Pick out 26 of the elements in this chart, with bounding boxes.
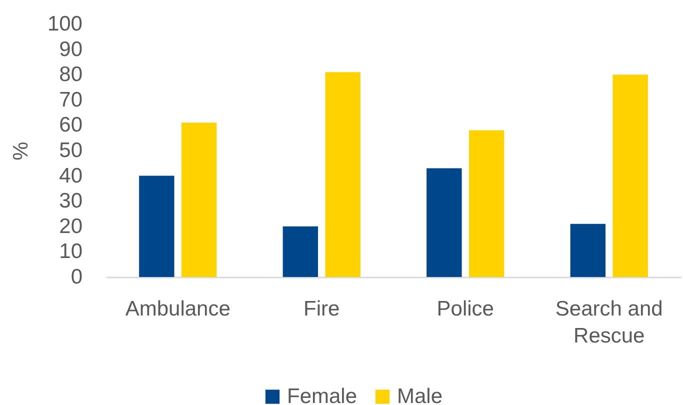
- legend-label: Male: [397, 384, 443, 405]
- bar: [325, 72, 360, 277]
- y-tick-label: 80: [59, 63, 82, 86]
- y-tick-label: 30: [59, 190, 82, 213]
- y-tick-label: 50: [59, 139, 82, 162]
- legend-label: Female: [287, 384, 358, 405]
- y-tick-label: 60: [59, 114, 82, 137]
- x-tick-label: Search and Rescue: [555, 298, 663, 348]
- bar: [181, 122, 217, 277]
- y-tick-label: 0: [70, 266, 82, 288]
- x-tick-label: Fire: [304, 298, 340, 320]
- bar: [612, 74, 648, 277]
- bar: [139, 176, 174, 277]
- x-tick-label: Ambulance: [125, 298, 230, 320]
- y-axis-title: %: [9, 142, 32, 160]
- y-tick-label: 20: [59, 214, 82, 238]
- bar: [426, 168, 462, 277]
- bar: [468, 130, 504, 277]
- y-tick-label: 40: [59, 164, 82, 188]
- y-tick-label: 100: [47, 12, 82, 36]
- y-tick-label: 10: [59, 240, 82, 264]
- bar: [570, 224, 606, 277]
- y-tick-label: 70: [59, 88, 82, 112]
- y-tick-label: 90: [59, 38, 82, 61]
- bar: [282, 226, 318, 277]
- x-tick-label: Police: [436, 298, 494, 320]
